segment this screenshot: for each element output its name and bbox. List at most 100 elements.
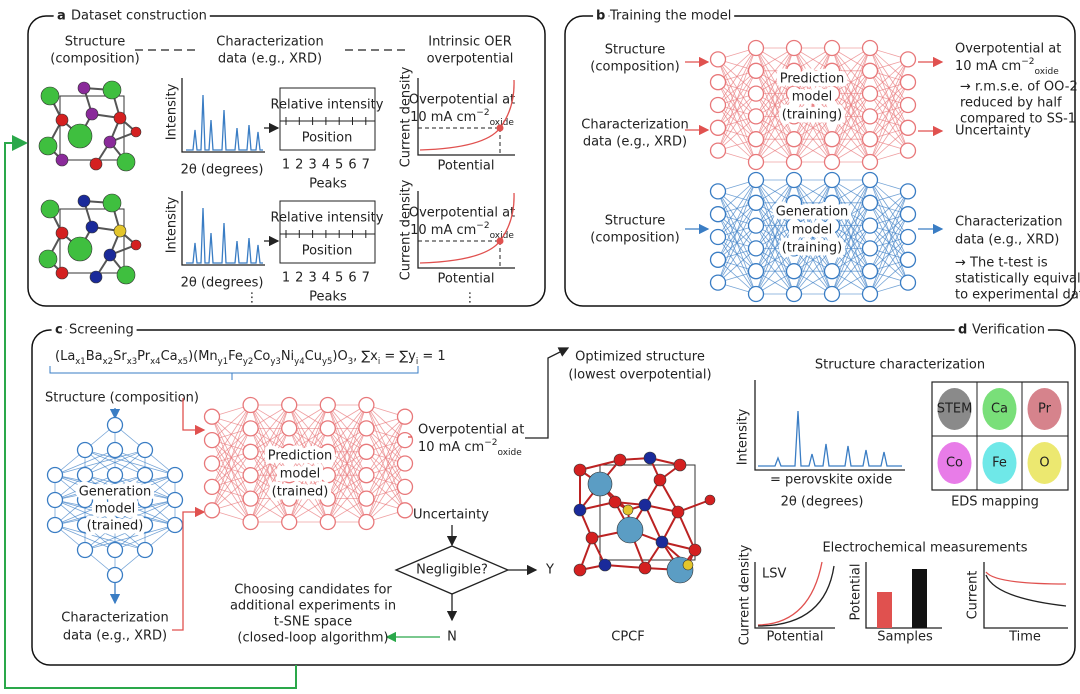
net-node <box>46 516 64 534</box>
net-edge <box>869 191 909 272</box>
net-node <box>166 491 184 509</box>
net-edge <box>755 179 795 249</box>
net-node <box>242 513 259 531</box>
net-edge <box>114 474 176 501</box>
net-edge <box>54 449 146 476</box>
net-node <box>861 217 879 234</box>
peak-number: 6 <box>348 158 356 173</box>
label: Potential <box>438 159 495 174</box>
net-node <box>899 251 917 268</box>
net-node <box>861 171 879 189</box>
net-node <box>899 274 917 291</box>
peak-number: 3 <box>308 158 316 173</box>
label: Choosing candidates for <box>234 583 392 598</box>
label: model <box>792 223 832 238</box>
label: Y <box>545 563 554 578</box>
lsv-curve <box>757 561 823 626</box>
label: data (e.g., XRD) <box>63 629 167 644</box>
net-node <box>76 516 94 534</box>
net-node <box>46 466 64 484</box>
net-node <box>785 263 803 280</box>
net-node <box>396 502 414 519</box>
net-node <box>861 285 879 303</box>
net-node <box>136 516 154 534</box>
atom <box>55 266 69 280</box>
net-edge <box>84 499 176 526</box>
bond <box>604 564 646 569</box>
net-node <box>747 108 765 125</box>
label: Negligible? <box>416 563 488 578</box>
label: Potential <box>438 272 495 287</box>
net-node <box>242 490 259 507</box>
net-node <box>823 62 841 79</box>
panel-a-box <box>27 15 546 307</box>
net-node <box>899 228 917 246</box>
net-node <box>785 131 803 148</box>
formula-part: , ∑x <box>353 349 378 364</box>
net-edge <box>366 463 406 523</box>
label: data (e.g., XRD) <box>955 233 1059 248</box>
label: Position <box>302 131 353 146</box>
net-node <box>106 491 124 509</box>
net-edge <box>831 47 871 117</box>
net-node <box>823 240 841 257</box>
panel-b-box <box>564 15 1076 307</box>
label: EDS mapping <box>951 495 1039 510</box>
net-edge <box>114 524 176 551</box>
net-edge <box>793 225 833 295</box>
label: (training) <box>782 241 843 256</box>
label: Overpotential at <box>409 206 515 221</box>
net-node <box>899 51 917 68</box>
peak-number: 1 <box>282 158 290 173</box>
net-node <box>281 420 298 437</box>
atom <box>682 559 694 571</box>
net-node <box>281 443 298 460</box>
net-edge <box>831 202 871 295</box>
atom <box>116 265 136 285</box>
ellipsis: ⋮ <box>246 291 259 306</box>
net-node <box>709 142 727 159</box>
net-edge <box>793 179 833 249</box>
atom <box>671 505 685 519</box>
atom <box>688 543 702 557</box>
formula-part: Ni <box>281 349 294 364</box>
panel-cd-box <box>31 329 1076 666</box>
net-edge <box>211 474 251 511</box>
label: Current density <box>399 66 414 167</box>
net-node <box>747 85 765 102</box>
net-node <box>899 206 917 223</box>
net-edge <box>717 248 757 283</box>
label: to experimental data <box>955 288 1080 303</box>
net-node <box>861 39 879 57</box>
net-edge <box>327 474 367 523</box>
net-edge <box>717 202 757 283</box>
label: (composition) <box>590 231 679 246</box>
formula-subscript: y5 <box>322 357 332 367</box>
label: Uncertainty <box>955 124 1031 139</box>
axis <box>754 380 905 471</box>
net-node <box>76 491 94 509</box>
atom <box>116 152 136 172</box>
net-edge <box>54 499 176 526</box>
peak-number: 7 <box>362 158 370 173</box>
eds-element: STEM <box>937 402 973 417</box>
panel-letter: d <box>958 323 967 338</box>
net-edge <box>755 47 795 94</box>
formula-subscript: i <box>416 357 418 367</box>
atom <box>643 451 657 465</box>
net-node <box>785 194 803 211</box>
net-node <box>396 408 414 425</box>
label: (composition) <box>50 52 139 67</box>
net-node <box>861 153 879 171</box>
eds-element: Ca <box>991 402 1008 417</box>
axis <box>417 78 515 156</box>
net-edge <box>869 259 909 295</box>
net-edge <box>366 439 406 523</box>
net-edge <box>755 70 795 163</box>
net-node <box>242 396 259 414</box>
net-edge <box>869 214 909 295</box>
net-edge <box>327 404 367 453</box>
label: Structure characterization <box>815 358 985 373</box>
net-edge <box>288 404 329 476</box>
